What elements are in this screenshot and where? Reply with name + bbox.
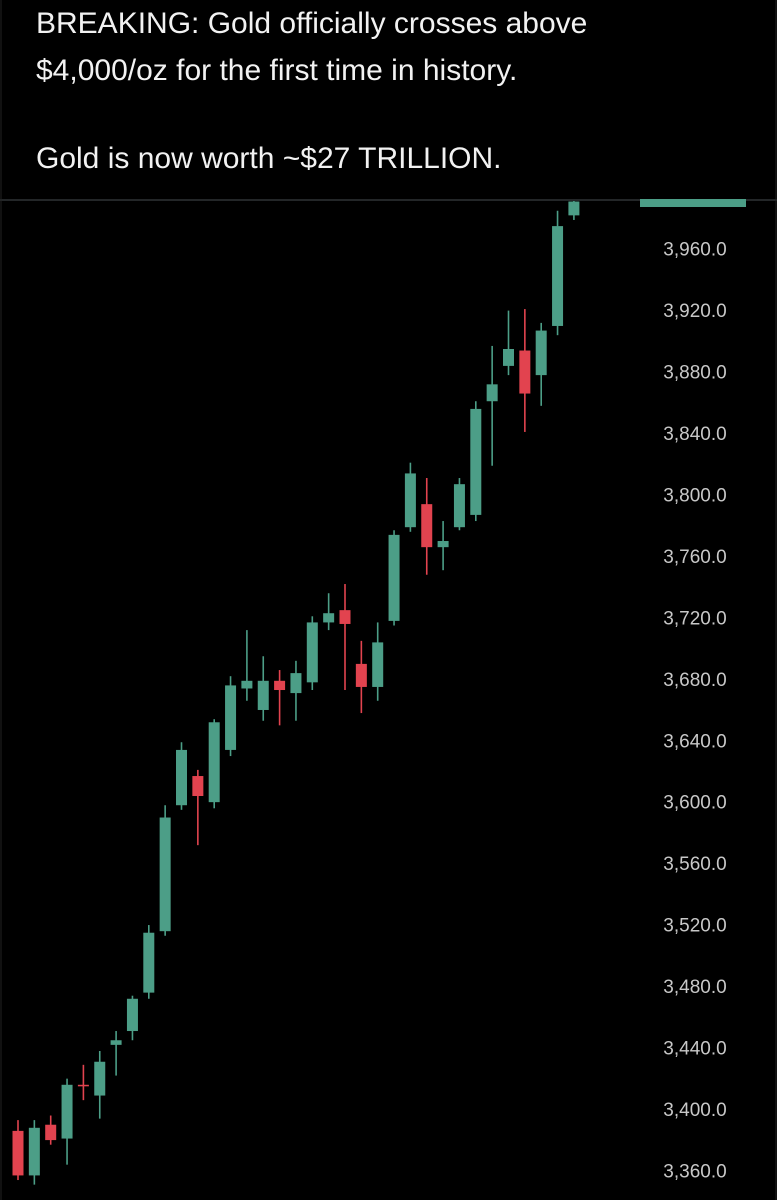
y-tick-label: 3,760.0	[663, 547, 726, 568]
candle-body	[143, 932, 155, 993]
candle-body	[225, 685, 237, 750]
candle-body	[110, 1040, 122, 1045]
candle-body	[61, 1084, 73, 1139]
y-tick-label: 3,480.0	[663, 977, 726, 998]
candle-body	[290, 673, 302, 694]
candle-body	[470, 408, 482, 515]
candle-body	[568, 201, 580, 216]
candle-body	[257, 680, 269, 710]
candle-body	[453, 484, 465, 528]
plot	[12, 201, 580, 1185]
candle-body	[12, 1130, 24, 1176]
candle-body	[372, 642, 384, 687]
candle-body	[535, 330, 547, 376]
candle-body	[486, 384, 498, 402]
candle-body	[306, 622, 318, 683]
candle-body	[241, 680, 253, 689]
candle-body	[421, 504, 433, 548]
candle-body	[77, 1084, 89, 1087]
post-line: BREAKING: Gold officially crosses above	[36, 7, 587, 40]
post-line: $4,000/oz for the first time in history.	[36, 54, 517, 87]
candle-body	[503, 349, 514, 366]
price-marker	[640, 199, 746, 207]
candle-body	[519, 350, 531, 394]
candle-body	[339, 610, 351, 624]
y-tick-label: 3,400.0	[663, 1100, 726, 1121]
candle-body	[192, 776, 204, 797]
y-tick-label: 3,680.0	[663, 670, 726, 691]
candle-body	[355, 663, 367, 687]
y-tick-label: 3,560.0	[663, 854, 726, 875]
y-tick-label: 3,920.0	[663, 301, 726, 322]
y-tick-label: 3,720.0	[663, 608, 726, 629]
candle-body	[323, 613, 335, 623]
candle-body	[159, 817, 171, 932]
candle-body	[552, 226, 564, 326]
y-tick-label: 3,440.0	[663, 1038, 726, 1059]
y-tick-label: 3,800.0	[663, 485, 726, 506]
y-tick-label: 3,640.0	[663, 731, 726, 752]
y-tick-label: 3,840.0	[663, 424, 726, 445]
candle-body	[94, 1061, 106, 1096]
y-tick-label: 3,880.0	[663, 363, 726, 384]
candle-body	[274, 680, 286, 691]
y-tick-label: 3,520.0	[663, 916, 726, 937]
y-tick-label: 3,960.0	[663, 240, 726, 261]
y-tick-label: 3,360.0	[663, 1161, 726, 1182]
candle-body	[176, 749, 187, 806]
candle-body	[126, 998, 138, 1032]
candle-body	[437, 541, 449, 548]
candle-body	[208, 722, 220, 803]
y-tick-label: 3,600.0	[663, 793, 726, 814]
candle-body	[404, 473, 416, 528]
post-line: Gold is now worth ~$27 TRILLION.	[36, 142, 502, 175]
candle-body	[28, 1127, 40, 1176]
candle-body	[388, 534, 400, 621]
candle-body	[45, 1124, 57, 1141]
